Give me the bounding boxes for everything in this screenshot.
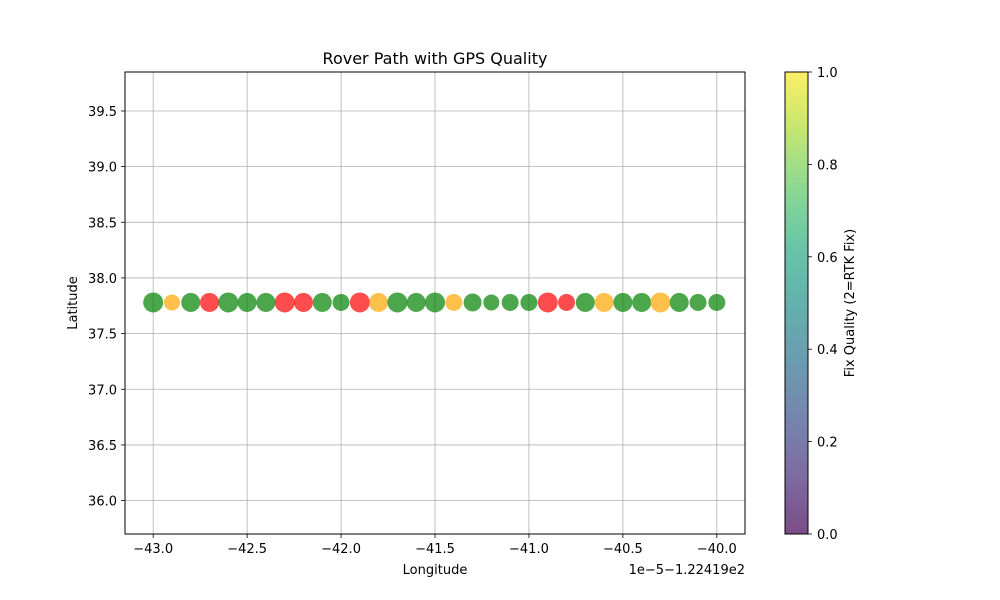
data-point (650, 292, 671, 313)
x-tick-label: −40.5 (603, 542, 643, 557)
data-point (274, 292, 295, 313)
y-tick-label: 39.0 (88, 161, 117, 176)
data-point (708, 293, 726, 311)
data-point (501, 293, 519, 311)
data-point (163, 294, 180, 311)
data-point (575, 292, 595, 312)
data-point (613, 292, 633, 312)
data-point (218, 292, 239, 313)
x-tick-label: −41.0 (509, 542, 549, 557)
colorbar: 0.0 0.2 0.4 0.6 0.8 1.0 Fix Quality (2=RTK Fi… (784, 66, 858, 543)
data-point (181, 292, 201, 312)
y-tick-label: 36.5 (88, 439, 117, 454)
y-tick-label: 38.0 (88, 272, 117, 287)
data-point (349, 292, 370, 313)
data-point (689, 293, 707, 311)
data-point (200, 292, 220, 312)
data-point (632, 292, 652, 312)
colorbar-tick-label: 1.0 (817, 66, 838, 81)
data-point (594, 292, 614, 312)
x-axis-offset-label: 1e−5−1.22419e2 (629, 563, 745, 578)
data-point (387, 292, 408, 313)
colorbar-frame (784, 71, 809, 535)
y-tick-label: 36.0 (88, 495, 117, 510)
x-tick-label: −42.5 (227, 542, 267, 557)
data-point (332, 293, 350, 311)
data-point (293, 292, 313, 312)
data-point (445, 293, 463, 311)
data-point (537, 292, 558, 313)
y-tick-label: 38.5 (88, 216, 117, 231)
data-point (256, 292, 276, 312)
colorbar-label: Fix Quality (2=RTK Fix) (843, 229, 858, 377)
x-tick-label: −41.5 (415, 542, 455, 557)
y-axis-label: Latitude (66, 276, 81, 330)
chart-title: Rover Path with GPS Quality (323, 49, 548, 68)
colorbar-tick-label: 0.8 (817, 158, 838, 173)
scatter-points (143, 292, 726, 313)
x-tick-label: −43.0 (133, 542, 173, 557)
data-point (425, 292, 445, 313)
data-point (558, 293, 576, 311)
x-tick-label: −40.0 (697, 542, 737, 557)
x-tick-label: −42.0 (321, 542, 361, 557)
x-axis-label: Longitude (403, 563, 468, 578)
colorbar-tick-label: 0.6 (817, 251, 838, 266)
data-point (520, 293, 538, 311)
colorbar-tick-label: 0.4 (817, 343, 838, 358)
data-point (483, 294, 500, 311)
data-point (463, 293, 482, 312)
y-tick-label: 37.0 (88, 383, 117, 398)
data-point (143, 292, 164, 313)
colorbar-tick-label: 0.0 (817, 528, 838, 543)
x-axis-ticks: −43.0 −42.5 −42.0 −41.5 −41.0 −40.5 −40.0 (133, 534, 737, 557)
y-tick-label: 37.5 (88, 328, 117, 343)
colorbar-ticks: 0.0 0.2 0.4 0.6 0.8 1.0 (808, 66, 838, 543)
y-tick-label: 39.5 (88, 105, 117, 120)
y-axis-ticks: 36.0 36.5 37.0 37.5 38.0 38.5 39.0 39.5 (88, 105, 125, 510)
data-point (669, 292, 689, 312)
data-point (369, 292, 389, 312)
data-point (312, 292, 332, 312)
data-point (406, 292, 426, 312)
data-point (237, 292, 257, 312)
colorbar-gradient (785, 72, 808, 534)
colorbar-tick-label: 0.2 (817, 436, 838, 451)
